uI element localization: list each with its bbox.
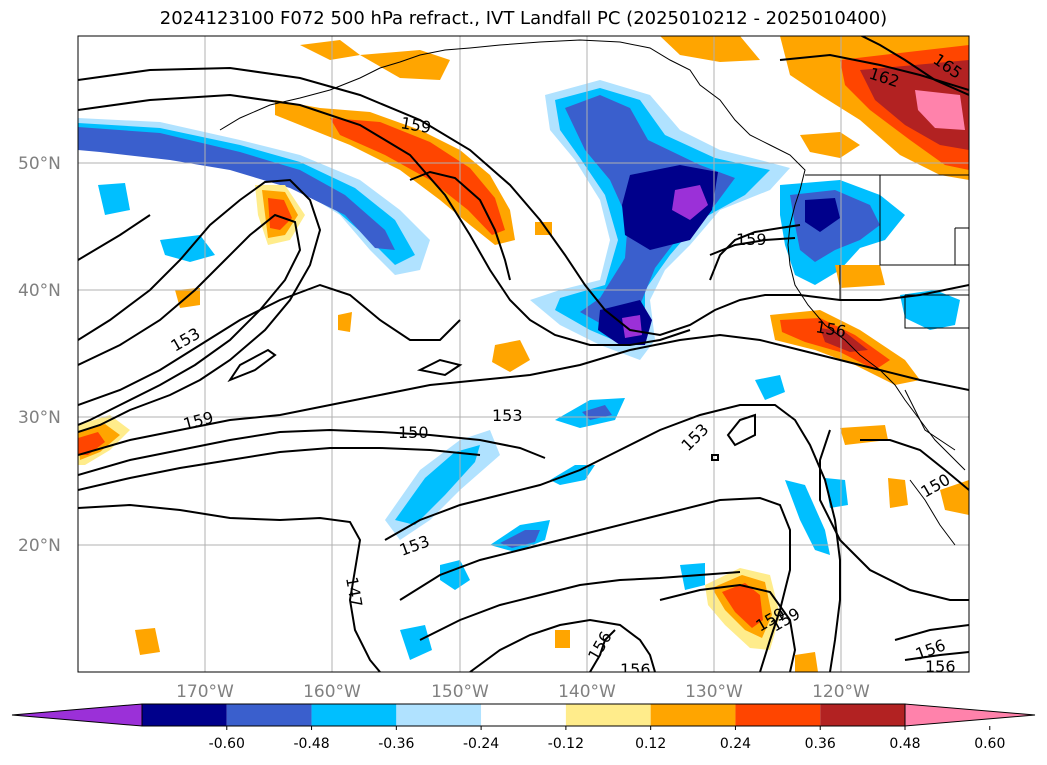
negative-field-pnw-core [805,198,840,232]
colorbar-segment [820,704,905,726]
negative-field-subtrop-3b [582,405,612,420]
negative-field-subtrop-1b [395,445,480,525]
colorbar-tick-label: 0.12 [635,736,666,752]
positive-field-north-jet [275,100,515,245]
colorbar-segment [226,704,312,726]
positive-field-central-3 [338,312,352,332]
negative-field-gulf-peak [672,185,708,220]
colorbar-tick-label: -0.12 [548,736,584,752]
colorbar: -0.60 -0.48 -0.36 -0.24 -0.12 0.12 0.24 0.36 0.4… [11,703,1036,752]
colorbar-tick-label: -0.48 [293,736,329,752]
colorbar-segment [142,704,227,726]
positive-field-top-strip [300,40,360,60]
lat-label: 40°N [18,281,61,301]
colorbar-tick-label: 0.48 [889,736,920,752]
contour-label: 153 [492,406,523,425]
lon-label: 130°W [685,682,743,702]
positive-field-west-jet-3 [268,198,292,230]
lat-label: 20°N [18,536,61,556]
positive-field-central-1 [492,340,530,372]
negative-field-subtrop-12 [400,625,432,660]
longitude-labels: 170°W 160°W 150°W 140°W 130°W 120°W [176,682,870,702]
lon-label: 170°W [176,682,234,702]
colorbar-tick-label: -0.36 [378,736,414,752]
negative-field-subtrop-2b [500,530,540,548]
map-title: 2024123100 F072 500 hPa refract., IVT La… [159,8,888,29]
latitude-labels: 50°N 40°N 30°N 20°N [18,154,61,556]
graticule [78,36,969,672]
positive-field-top-strip-3 [660,36,760,62]
negative-field-great-basin [900,290,960,330]
contour-label: 150 [398,423,429,442]
colorbar-tick-label: -0.24 [463,736,499,752]
positive-field-ne-corner-4 [915,90,965,130]
colorbar-tick-label: 0.60 [974,736,1005,752]
colorbar-segment [311,704,397,726]
negative-field-subtrop-4 [550,465,595,485]
colorbar-segment [396,704,482,726]
lon-label: 160°W [303,682,361,702]
colorbar-segment [565,704,651,726]
positive-field-central-11 [835,265,885,288]
contour-label: 156 [620,660,651,679]
negative-field-north-band-3 [78,127,395,250]
colorbar-extend-min [11,703,143,727]
lon-label: 140°W [558,682,616,702]
colorbar-tick-label: -0.60 [209,736,245,752]
colorbar-border [141,703,906,727]
colorbar-tick-label: 0.36 [805,736,836,752]
colorbar-segment [481,704,566,726]
contour-label: 156 [925,657,956,676]
positive-field-central-8 [135,628,160,655]
map-panel: 159 162 165 159 153 159 150 153 153 159 … [78,36,969,679]
positive-field-central-7 [940,480,969,515]
positive-field-central-10 [795,652,818,672]
negative-field-gulf-south-peak [622,315,642,338]
negative-field-subtrop-5 [755,375,785,400]
colorbar-tick-label: 0.24 [720,736,751,752]
positive-field-socal-3 [820,328,868,352]
map-border [77,35,970,673]
positive-field-south-3 [722,583,763,628]
lon-label: 150°W [431,682,489,702]
lat-label: 30°N [18,408,61,428]
positive-field-top-strip-2 [360,50,450,80]
negative-field-subtrop-6 [785,480,830,555]
lon-label: 120°W [812,682,870,702]
coastlines [219,39,969,546]
negative-field-subtrop-10 [98,183,130,215]
positive-field-west-edge-3 [78,432,105,455]
negative-field-subtrop-9 [160,235,215,262]
refractivity-contours [78,36,969,672]
colorbar-segment [735,704,821,726]
positive-field-central-9 [555,630,570,648]
positive-field-north-jet-2 [330,118,505,235]
contour-label: 159 [736,230,767,249]
colorbar-extend-max [904,703,1036,727]
lat-label: 50°N [18,154,61,174]
positive-field-central-6 [888,478,908,508]
colorbar-segment [650,704,736,726]
positive-field-pnw-small [800,132,860,158]
